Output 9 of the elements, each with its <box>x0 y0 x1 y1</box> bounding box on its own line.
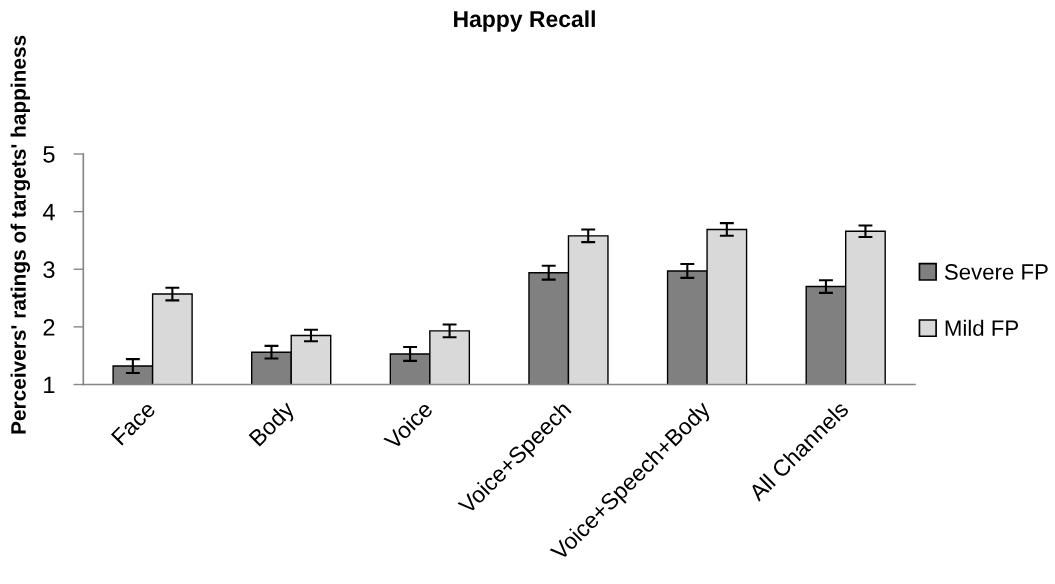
legend-label: Severe FP <box>944 264 1048 280</box>
y-tick-label: 5 <box>43 146 55 163</box>
y-axis-title: Perceivers' ratings of targets' happiness <box>10 35 31 434</box>
y-tick-label: 1 <box>44 376 55 394</box>
y-tick-label: 2 <box>43 318 55 336</box>
chart-title: Happy Recall <box>454 10 595 32</box>
legend-label: Mild FP <box>945 319 1019 337</box>
y-tick-label: 4 <box>42 203 55 221</box>
y-tick-label: 3 <box>43 261 55 279</box>
